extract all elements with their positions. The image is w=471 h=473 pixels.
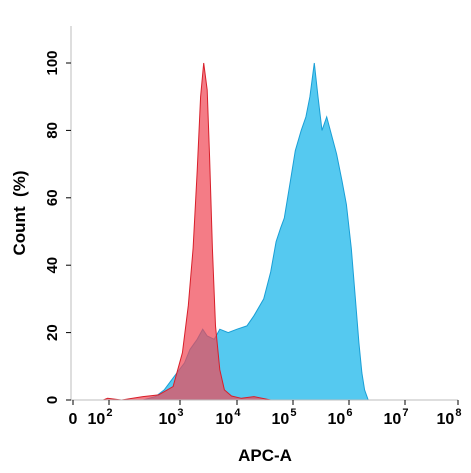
x-tick-label: 105 [272, 407, 297, 428]
x-tick-label: 102 [88, 407, 113, 428]
y-axis-title: Count (%) [10, 171, 29, 256]
series-area-red [103, 62, 271, 401]
y-tick-label: 60 [44, 189, 61, 206]
x-tick-label: 107 [384, 407, 409, 428]
x-axis-title: APC-A [238, 446, 292, 465]
x-tick-label: 106 [328, 407, 353, 428]
y-tick-label: 20 [44, 324, 61, 341]
y-ticks: 0 20 40 60 80 100 [44, 50, 71, 404]
plot-area [103, 62, 369, 401]
y-tick-label: 40 [44, 257, 61, 274]
y-tick-label: 100 [44, 50, 61, 75]
axes [70, 26, 458, 401]
x-tick-label: 108 [437, 407, 462, 428]
x-ticks: 0 102 103 104 105 106 107 108 [69, 400, 462, 428]
series-area-blue [142, 62, 369, 401]
y-tick-label: 0 [44, 396, 61, 404]
y-tick-label: 80 [44, 122, 61, 139]
x-tick-label: 0 [69, 411, 78, 428]
x-tick-label: 104 [216, 407, 242, 428]
x-tick-label: 103 [159, 407, 184, 428]
